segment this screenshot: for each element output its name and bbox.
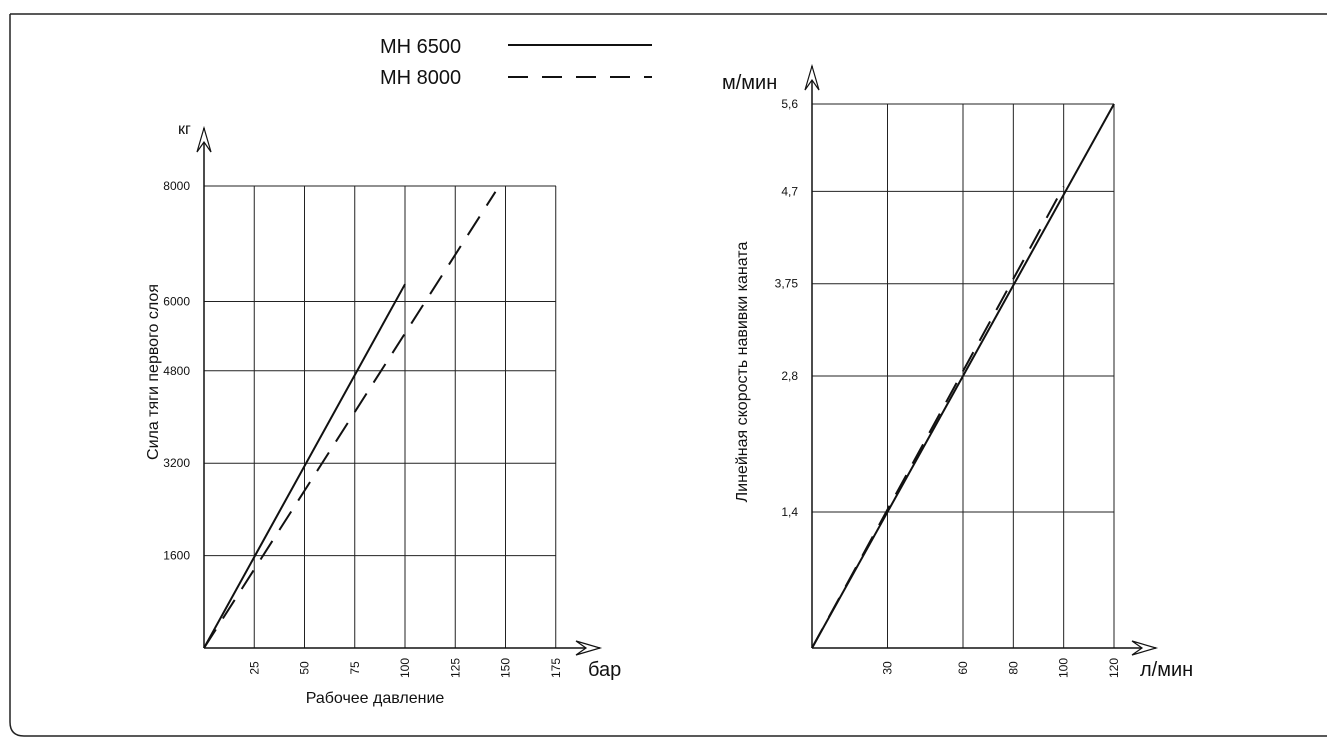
rope-speed-axes — [804, 63, 1159, 656]
pull-force-x-tick-label: 175 — [549, 658, 563, 678]
legend-label-mh8000: МН 8000 — [380, 67, 461, 89]
pull-force-chart: 25 50 75 100 125 150 175 1600 3200 4800 6000 8000 к… — [145, 121, 621, 707]
rope-speed-y-tick-label: 5,6 — [781, 97, 798, 111]
pull-force-x-tick-label: 25 — [247, 661, 261, 675]
pull-force-x-tick-label: 125 — [448, 658, 462, 678]
rope-speed-ticks: 30 60 80 100 120 1,4 2,8 3,75 4,7 5,6 — [775, 97, 1121, 678]
rope-speed-y-tick-label: 3,75 — [775, 277, 799, 291]
pull-force-grid — [204, 185, 557, 648]
pull-force-series-mh6500-line — [203, 283, 406, 649]
rope-speed-y-tick-label: 1,4 — [781, 505, 798, 519]
rope-speed-series-mh8000-line — [811, 186, 1065, 649]
pull-force-y-tick-label: 6000 — [163, 295, 190, 309]
page-frame — [9, 13, 1327, 737]
rope-speed-series — [811, 103, 1115, 649]
pull-force-x-tick-label: 150 — [499, 658, 513, 678]
pull-force-x-tick-label: 100 — [398, 658, 412, 678]
rope-speed-chart: 30 60 80 100 120 1,4 2,8 3,75 4,7 5,6 м/мин л/мин… — [722, 63, 1193, 681]
pull-force-y-tick-label: 4800 — [163, 364, 190, 378]
pull-force-x-tick-label: 75 — [348, 661, 362, 675]
pull-force-axes — [196, 125, 603, 656]
pull-force-x-arrow-icon — [575, 640, 603, 656]
pull-force-x-tick-label: 50 — [298, 661, 312, 675]
pull-force-y-arrow-icon — [196, 125, 212, 153]
rope-speed-x-tick-label: 60 — [956, 661, 970, 675]
pull-force-y-label: Сила тяги первого слоя — [145, 284, 162, 460]
pull-force-ticks: 25 50 75 100 125 150 175 1600 3200 4800 6000 8000 — [163, 179, 562, 678]
pull-force-y-tick-label: 3200 — [163, 456, 190, 470]
rope-speed-y-tick-label: 2,8 — [781, 369, 798, 383]
pull-force-y-unit: кг — [178, 121, 191, 138]
pull-force-y-tick-label: 1600 — [163, 549, 190, 563]
rope-speed-x-tick-label: 100 — [1057, 658, 1071, 678]
pull-force-series-mh8000-line — [203, 191, 497, 649]
legend: МН 6500 МН 8000 — [380, 36, 652, 89]
rope-speed-x-tick-label: 80 — [1006, 661, 1020, 675]
rope-speed-y-tick-label: 4,7 — [781, 184, 798, 198]
legend-label-mh6500: МН 6500 — [380, 36, 461, 58]
rope-speed-y-arrow-icon — [804, 63, 820, 91]
rope-speed-x-unit: л/мин — [1140, 659, 1193, 681]
pull-force-x-unit: бар — [588, 659, 621, 681]
rope-speed-y-unit: м/мин — [722, 72, 777, 94]
pull-force-y-tick-label: 8000 — [163, 179, 190, 193]
rope-speed-y-label: Линейная скорость навивки каната — [734, 242, 751, 503]
rope-speed-x-tick-label: 30 — [881, 661, 895, 675]
pull-force-series — [203, 191, 497, 649]
rope-speed-series-mh6500-line — [811, 103, 1115, 649]
pull-force-x-label: Рабочее давление — [306, 690, 445, 707]
rope-speed-x-tick-label: 120 — [1107, 658, 1121, 678]
rope-speed-x-arrow-icon — [1131, 640, 1159, 656]
